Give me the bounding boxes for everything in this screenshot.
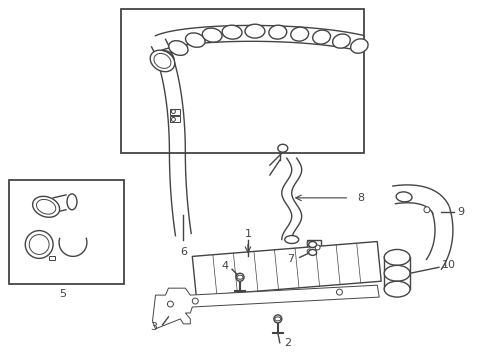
Circle shape	[307, 249, 312, 254]
Ellipse shape	[222, 25, 242, 39]
Circle shape	[236, 273, 244, 281]
Ellipse shape	[150, 50, 175, 72]
Circle shape	[25, 231, 53, 258]
Ellipse shape	[333, 34, 350, 48]
Text: 6: 6	[180, 247, 187, 257]
Ellipse shape	[157, 50, 174, 66]
Ellipse shape	[278, 144, 288, 152]
Circle shape	[59, 229, 87, 256]
Text: 2: 2	[284, 338, 291, 348]
Text: 9: 9	[457, 207, 464, 217]
Text: 4: 4	[221, 261, 228, 271]
Ellipse shape	[154, 53, 171, 68]
Ellipse shape	[351, 39, 368, 53]
Ellipse shape	[291, 27, 309, 41]
Ellipse shape	[384, 281, 410, 297]
Bar	[171, 117, 180, 122]
Ellipse shape	[67, 194, 77, 210]
Ellipse shape	[285, 235, 299, 243]
Ellipse shape	[309, 242, 317, 247]
Ellipse shape	[313, 30, 330, 44]
Circle shape	[424, 207, 430, 213]
Circle shape	[274, 315, 282, 323]
Bar	[307, 239, 320, 255]
Circle shape	[172, 109, 175, 113]
Text: 8: 8	[357, 193, 365, 203]
Bar	[49, 256, 55, 260]
Ellipse shape	[33, 196, 60, 217]
Text: 10: 10	[442, 260, 456, 270]
Circle shape	[307, 241, 312, 246]
Polygon shape	[192, 242, 381, 296]
Ellipse shape	[309, 249, 317, 255]
Ellipse shape	[384, 265, 410, 281]
Text: 3: 3	[150, 322, 157, 332]
Ellipse shape	[237, 275, 243, 279]
Bar	[171, 109, 180, 114]
Ellipse shape	[202, 28, 222, 42]
Circle shape	[315, 245, 320, 250]
Text: 7: 7	[288, 255, 294, 264]
Circle shape	[168, 301, 173, 307]
Ellipse shape	[396, 192, 412, 202]
Ellipse shape	[169, 41, 188, 55]
Polygon shape	[152, 285, 379, 329]
Text: 5: 5	[60, 289, 67, 299]
Ellipse shape	[275, 317, 281, 321]
Ellipse shape	[36, 199, 56, 214]
Bar	[121, 9, 365, 153]
Ellipse shape	[269, 25, 287, 39]
Circle shape	[29, 235, 49, 255]
Circle shape	[172, 117, 175, 121]
Ellipse shape	[245, 24, 265, 38]
Circle shape	[337, 289, 343, 295]
Ellipse shape	[186, 33, 205, 47]
Text: 1: 1	[245, 229, 251, 239]
Ellipse shape	[384, 249, 410, 265]
Bar	[9, 180, 123, 284]
Circle shape	[192, 298, 198, 304]
